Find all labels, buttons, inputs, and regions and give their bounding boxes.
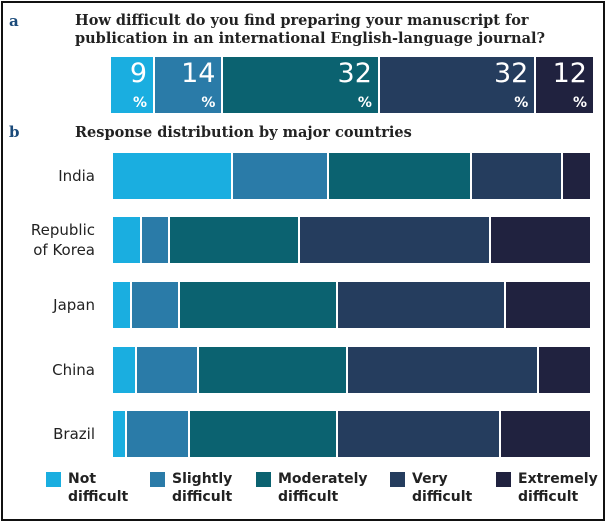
country-bar-china (113, 347, 592, 393)
bar-segment-china-extremely-difficult (539, 347, 592, 393)
bar-segment-china-very-difficult (347, 347, 540, 393)
legend-label: Not difficult (68, 470, 128, 506)
bar-segment-japan-not-difficult (113, 282, 133, 328)
bar-segment-brazil-not-difficult (113, 411, 128, 457)
bar-segment-brazil-moderately-difficult (189, 411, 339, 457)
bar-segment-india-slightly-difficult (232, 153, 329, 199)
country-bar-brazil (113, 411, 592, 457)
legend-swatch (46, 472, 61, 487)
legend-swatch (496, 472, 511, 487)
overall-value-label: 12 (552, 58, 587, 89)
legend-label: Very difficult (412, 470, 472, 506)
legend-label-line2: difficult (412, 489, 473, 505)
overall-segment-slightly-difficult: 14% (155, 57, 224, 113)
bar-segment-brazil-very-difficult (338, 411, 501, 457)
panel-a-title-line2: publication in an international English-… (75, 30, 545, 47)
overall-stacked-bar: 9% 14% 32% 32% 12% (111, 57, 595, 113)
bar-segment-china-moderately-difficult (199, 347, 348, 393)
bar-segment-brazil-slightly-difficult (127, 411, 190, 457)
legend-label-line1: Extremely (518, 471, 598, 487)
bar-segment-india-extremely-difficult (563, 153, 592, 199)
legend-label-line1: Not (68, 471, 97, 487)
country-label-line: Republic (30, 221, 95, 239)
overall-percent-sign: % (572, 95, 587, 111)
panel-b-title: Response distribution by major countries (75, 124, 412, 141)
panel-a-title-line1: How difficult do you find preparing your… (75, 12, 529, 29)
country-label-india: India (3, 166, 95, 186)
legend-label: Extremely difficult (518, 470, 598, 506)
country-label-line: India (58, 167, 95, 185)
overall-percent-sign: % (132, 95, 147, 111)
country-bar-republic-of-korea (113, 217, 592, 263)
country-label-brazil: Brazil (3, 424, 95, 444)
country-label-line: Japan (53, 296, 95, 314)
legend-label: Moderately difficult (278, 470, 368, 506)
overall-value-label: 32 (337, 58, 372, 89)
bar-segment-china-not-difficult (113, 347, 137, 393)
bar-segment-india-not-difficult (113, 153, 233, 199)
country-label-japan: Japan (3, 295, 95, 315)
overall-percent-sign: % (514, 95, 529, 111)
legend-label-line1: Very (412, 471, 448, 487)
legend-label-line1: Slightly (172, 471, 233, 487)
legend-label-line2: difficult (172, 489, 233, 505)
country-label-line: China (52, 361, 95, 379)
bar-segment-brazil-extremely-difficult (500, 411, 592, 457)
legend: Not difficult Slightly difficult Moderately d… (3, 471, 603, 515)
overall-value-label: 9 (129, 58, 147, 89)
bar-segment-china-slightly-difficult (136, 347, 200, 393)
legend-label-line2: difficult (68, 489, 129, 505)
bar-segment-japan-slightly-difficult (132, 282, 181, 328)
overall-value-label: 14 (181, 58, 216, 89)
overall-segment-moderately-difficult: 32% (223, 57, 380, 113)
bar-segment-republic-of-korea-moderately-difficult (170, 217, 300, 263)
panel-a-letter: a (9, 12, 19, 30)
overall-segment-not-difficult: 9% (111, 57, 155, 113)
overall-segment-extremely-difficult: 12% (536, 57, 595, 113)
legend-swatch (390, 472, 405, 487)
legend-label-line2: difficult (518, 489, 579, 505)
country-label-line: Brazil (53, 425, 95, 443)
bar-segment-japan-extremely-difficult (505, 282, 592, 328)
country-label-line: of Korea (33, 241, 95, 259)
legend-label-line2: difficult (278, 489, 339, 505)
bar-segment-india-very-difficult (472, 153, 564, 199)
bar-segment-republic-of-korea-slightly-difficult (141, 217, 171, 263)
country-bar-japan (113, 282, 592, 328)
country-label-china: China (3, 360, 95, 380)
overall-segment-very-difficult: 32% (379, 57, 537, 113)
bar-segment-republic-of-korea-very-difficult (299, 217, 492, 263)
bar-segment-republic-of-korea-extremely-difficult (491, 217, 592, 263)
overall-percent-sign: % (201, 95, 216, 111)
bar-segment-india-moderately-difficult (328, 153, 473, 199)
overall-percent-sign: % (357, 95, 372, 111)
legend-swatch (256, 472, 271, 487)
country-label-republic-of-korea: Republic of Korea (3, 220, 95, 260)
legend-label-line1: Moderately (278, 471, 368, 487)
panel-a-title: How difficult do you find preparing your… (75, 12, 545, 48)
bar-segment-japan-very-difficult (338, 282, 506, 328)
panel-b-letter: b (9, 123, 20, 141)
country-bar-india (113, 153, 592, 199)
bar-segment-japan-moderately-difficult (180, 282, 339, 328)
legend-swatch (150, 472, 165, 487)
legend-label: Slightly difficult (172, 470, 232, 506)
bar-segment-republic-of-korea-not-difficult (113, 217, 142, 263)
overall-value-label: 32 (493, 58, 529, 89)
